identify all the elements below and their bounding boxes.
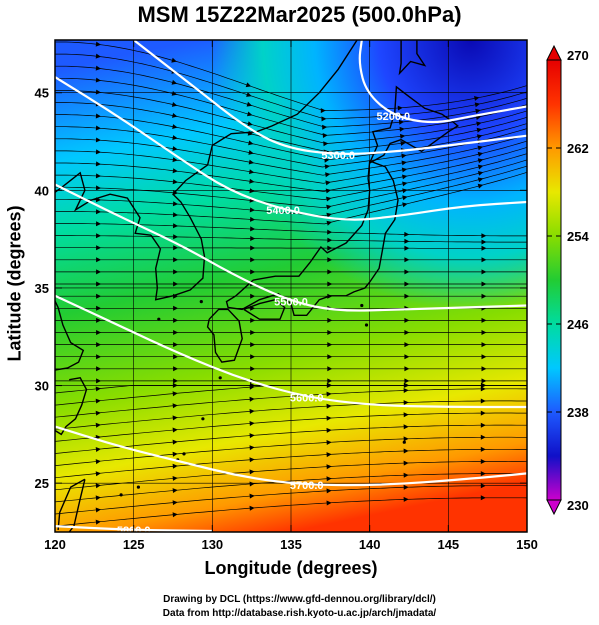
contour-line (133, 40, 527, 155)
colorbar-body (546, 59, 562, 501)
x-axis: 120 125 130 135 140 145 150 (44, 40, 538, 552)
grid-lines (55, 40, 527, 532)
y-tick-label: 30 (35, 379, 49, 394)
contour-label: 5700.0 (290, 480, 324, 492)
colorbar-tick-label: 270 (567, 48, 589, 63)
contour-label: 5200.0 (376, 111, 410, 123)
x-tick-label: 135 (280, 537, 302, 552)
x-tick-label: 150 (516, 537, 538, 552)
x-axis-label: Longitude (degrees) (204, 558, 378, 578)
y-tick-label: 35 (35, 281, 49, 296)
contour-line (55, 294, 527, 409)
credit-drawing: Drawing by DCL (https://www.gfd-dennou.o… (163, 594, 436, 605)
contour-label: 5600.0 (290, 392, 324, 404)
y-tick-label: 25 (35, 476, 49, 491)
contour-line (358, 40, 527, 124)
x-tick-label: 125 (123, 537, 145, 552)
x-tick-label: 120 (44, 537, 66, 552)
contour-line (55, 183, 527, 312)
contour-label: 5300.0 (321, 150, 355, 162)
y-tick-label: 45 (35, 86, 49, 101)
contour-line (55, 76, 527, 221)
contour-label: 5400.0 (266, 205, 300, 217)
colorbar-tick-label: 262 (567, 141, 589, 156)
colorbar-tick-label: 246 (567, 317, 589, 332)
contour-line (55, 525, 213, 532)
credit-data: Data from http://database.rish.kyoto-u.a… (162, 608, 437, 619)
x-tick-label: 130 (201, 537, 223, 552)
x-tick-label: 145 (437, 537, 459, 552)
y-axis-label: Latitude (degrees) (4, 205, 25, 362)
colorbar-max-triangle (546, 44, 562, 61)
contour-label: 5500.0 (274, 297, 308, 309)
colorbar-tick-label: 230 (567, 498, 589, 513)
contour-line (55, 425, 527, 487)
y-tick-label: 40 (35, 183, 49, 198)
y-axis: 25 30 35 40 45 (35, 86, 527, 491)
x-tick-label: 140 (359, 537, 381, 552)
colorbar-tick-label: 254 (567, 229, 589, 244)
colorbar-min-triangle (546, 499, 562, 516)
colorbar-tick-label: 238 (567, 405, 589, 420)
colorbar: 270 262 254 246 238 230 (546, 44, 589, 516)
page-title: MSM 15Z22Mar2025 (500.0hPa) (137, 2, 462, 27)
